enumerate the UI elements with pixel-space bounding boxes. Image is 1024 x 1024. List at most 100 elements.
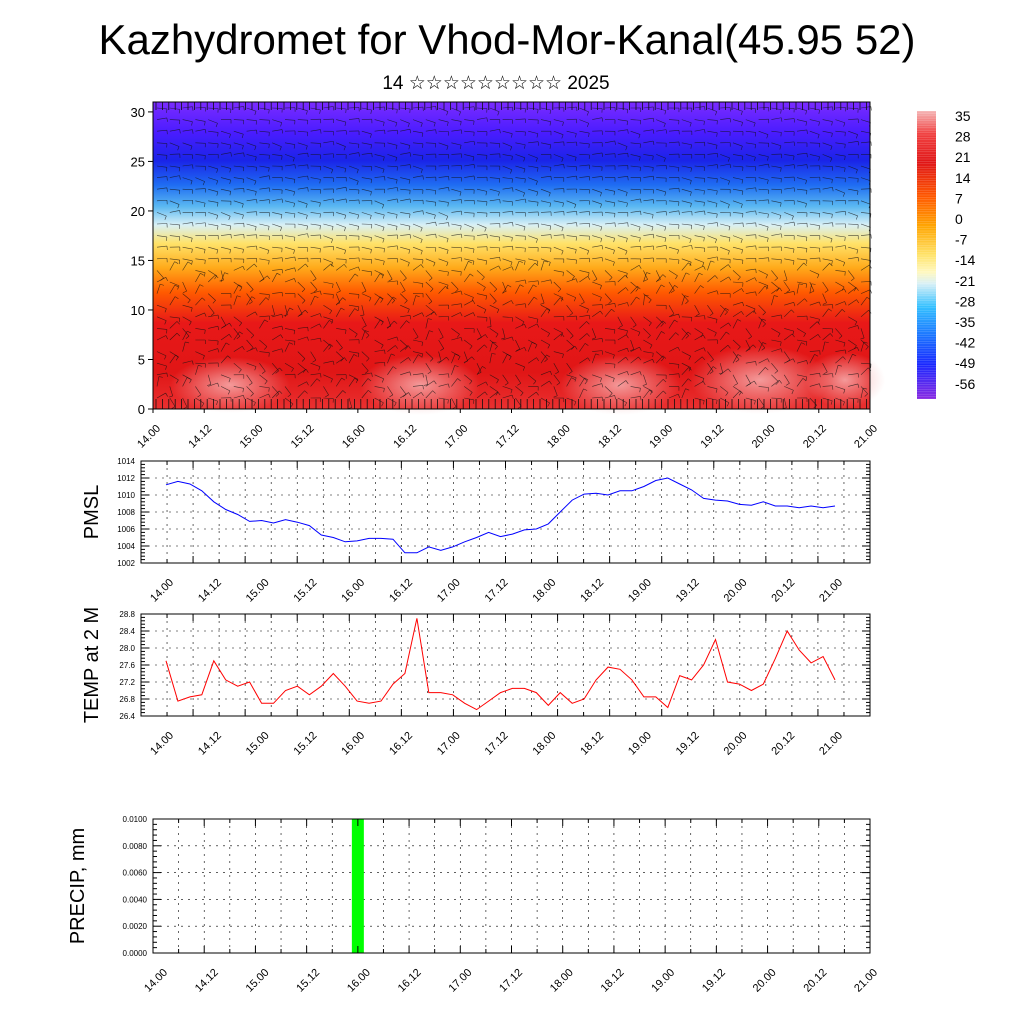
barb-flag xyxy=(216,401,218,406)
barb-flag xyxy=(575,133,577,138)
barb-flag xyxy=(753,310,757,315)
barb xyxy=(464,397,475,401)
barb xyxy=(784,154,795,157)
x-tick-label: 20.00 xyxy=(751,967,779,995)
barb xyxy=(758,304,766,313)
barb-flag xyxy=(395,226,398,231)
barb xyxy=(425,221,436,225)
barb xyxy=(860,297,868,306)
barb xyxy=(169,397,176,407)
barb xyxy=(336,328,347,331)
colorbar-label: -28 xyxy=(955,293,975,309)
barb xyxy=(156,176,167,178)
barb xyxy=(515,316,525,323)
barb-flag xyxy=(229,322,232,327)
barb xyxy=(784,258,795,262)
barb-flag xyxy=(344,121,347,126)
barb xyxy=(438,383,449,387)
barb-flag xyxy=(584,343,589,346)
barb-flag xyxy=(626,109,629,114)
barb-flag xyxy=(639,237,641,242)
barb-flag xyxy=(201,297,206,301)
barb xyxy=(156,223,168,225)
barb xyxy=(668,130,679,132)
barb-flag xyxy=(850,278,855,281)
barb xyxy=(604,222,615,225)
barb xyxy=(297,381,307,387)
barb-flag xyxy=(383,261,385,266)
barb xyxy=(156,362,167,367)
barb xyxy=(374,246,385,249)
barb xyxy=(579,374,588,382)
barb xyxy=(617,188,628,193)
barb xyxy=(425,390,433,399)
barb xyxy=(476,363,482,373)
barb xyxy=(220,223,231,227)
barb-flag xyxy=(409,315,411,320)
barb xyxy=(182,222,193,225)
barb-flag xyxy=(203,249,206,254)
barb-flag xyxy=(332,360,335,366)
barb-flag xyxy=(660,323,664,327)
barb-flag xyxy=(472,156,475,161)
barb-flag xyxy=(728,237,731,242)
barb-flag xyxy=(510,169,513,174)
barb xyxy=(464,246,475,250)
barb-flag xyxy=(473,106,475,111)
barb-flag xyxy=(393,320,398,324)
barb-flag xyxy=(460,337,463,342)
barb-flag xyxy=(580,302,585,305)
barb-flag xyxy=(674,285,679,288)
barb-flag xyxy=(448,176,450,181)
barb-flag xyxy=(832,222,834,227)
barb-flag xyxy=(805,283,808,288)
barb-flag xyxy=(307,175,309,180)
barb-flag xyxy=(280,122,283,127)
barb-flag xyxy=(716,256,719,261)
barb-flag xyxy=(447,399,449,404)
barb xyxy=(502,316,513,318)
barb-flag xyxy=(677,394,681,398)
barb xyxy=(182,281,187,292)
barb xyxy=(425,106,436,109)
barb xyxy=(208,246,218,251)
barb-flag xyxy=(265,297,270,301)
barb-flag xyxy=(646,272,651,275)
barb xyxy=(617,397,627,403)
barb xyxy=(297,142,308,147)
barb-flag xyxy=(204,121,206,126)
barb-flag xyxy=(786,290,790,293)
barb xyxy=(732,142,743,147)
barb-flag xyxy=(294,213,296,218)
barb-flag xyxy=(765,367,769,371)
barb-flag xyxy=(857,141,859,146)
barb xyxy=(809,372,820,376)
barb xyxy=(822,106,833,109)
barb-flag xyxy=(305,203,308,208)
series-line xyxy=(165,477,836,554)
barb-flag xyxy=(484,391,488,396)
barb xyxy=(412,235,423,240)
barb xyxy=(771,142,782,147)
barb xyxy=(220,246,231,250)
barb xyxy=(438,286,446,294)
barb-flag xyxy=(268,167,270,172)
barb xyxy=(208,314,219,318)
barb xyxy=(412,258,423,260)
barb xyxy=(272,313,282,318)
barb-flag xyxy=(370,179,372,184)
barb-flag xyxy=(599,192,602,197)
barb xyxy=(835,188,845,194)
barb xyxy=(233,188,244,190)
x-tick-label: 20.12 xyxy=(769,730,797,758)
barb-flag xyxy=(473,248,475,253)
barb-flag xyxy=(203,203,206,208)
barb-flag xyxy=(822,302,827,305)
barb xyxy=(323,304,332,311)
barb xyxy=(822,235,833,240)
barb xyxy=(348,378,355,387)
barb-flag xyxy=(314,295,319,299)
barb xyxy=(656,235,666,239)
barb xyxy=(169,200,180,205)
barb xyxy=(540,223,551,227)
